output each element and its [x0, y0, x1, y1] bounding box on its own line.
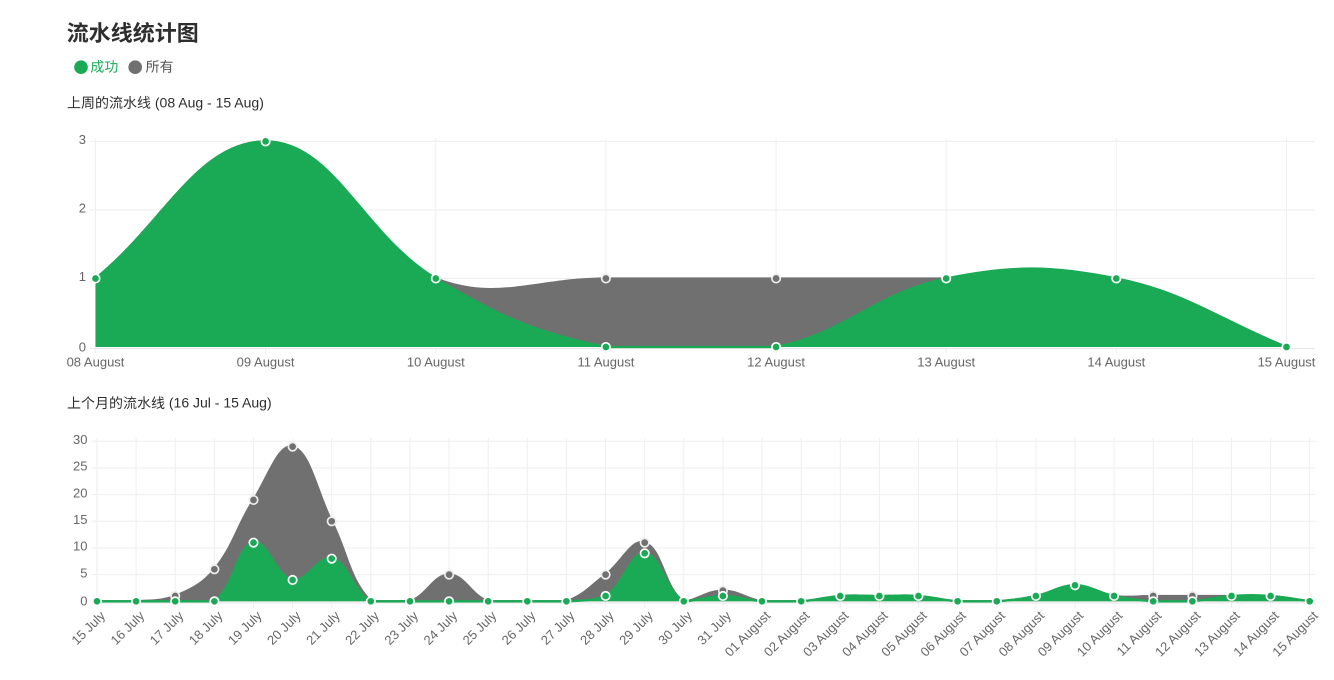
svg-text:12 August: 12 August — [747, 355, 805, 370]
svg-text:17 July: 17 July — [147, 608, 187, 648]
svg-text:16 July: 16 July — [107, 608, 147, 648]
svg-text:10 August: 10 August — [407, 355, 465, 370]
svg-text:0: 0 — [80, 594, 87, 609]
svg-text:15: 15 — [73, 512, 87, 527]
svg-text:13 August: 13 August — [917, 355, 975, 370]
svg-text:(16 Jul - 15 Aug): (16 Jul - 15 Aug) — [169, 395, 272, 411]
svg-text:30 July: 30 July — [655, 608, 695, 648]
svg-text:14 August: 14 August — [1087, 355, 1145, 370]
svg-text:2: 2 — [79, 201, 86, 216]
svg-text:26 July: 26 July — [499, 608, 539, 648]
svg-text:23 July: 23 July — [381, 608, 421, 648]
svg-text:08 August: 08 August — [67, 355, 125, 370]
svg-text:21 July: 21 July — [303, 608, 343, 648]
svg-text:(08 Aug - 15 Aug): (08 Aug - 15 Aug) — [155, 94, 264, 110]
svg-text:24 July: 24 July — [420, 608, 460, 648]
svg-text:28 July: 28 July — [577, 608, 617, 648]
svg-text:15 August: 15 August — [1258, 355, 1316, 370]
svg-text:25: 25 — [73, 459, 87, 474]
svg-text:29 July: 29 July — [616, 608, 656, 648]
svg-text:3: 3 — [79, 132, 86, 147]
svg-text:5: 5 — [80, 565, 87, 580]
svg-text:1: 1 — [79, 269, 86, 284]
svg-text:22 July: 22 July — [342, 608, 382, 648]
svg-text:18 July: 18 July — [186, 608, 226, 648]
svg-text:27 July: 27 July — [538, 608, 578, 648]
svg-text:11 August: 11 August — [577, 355, 634, 370]
svg-text:15 July: 15 July — [68, 608, 108, 648]
svg-text:09 August: 09 August — [237, 355, 295, 370]
svg-text:25 July: 25 July — [460, 608, 500, 648]
svg-text:30: 30 — [73, 432, 87, 447]
svg-text:0: 0 — [79, 339, 86, 354]
svg-text:20: 20 — [73, 485, 87, 500]
svg-text:19 July: 19 July — [225, 608, 265, 648]
svg-text:10: 10 — [73, 539, 87, 554]
svg-text:20 July: 20 July — [264, 608, 304, 648]
